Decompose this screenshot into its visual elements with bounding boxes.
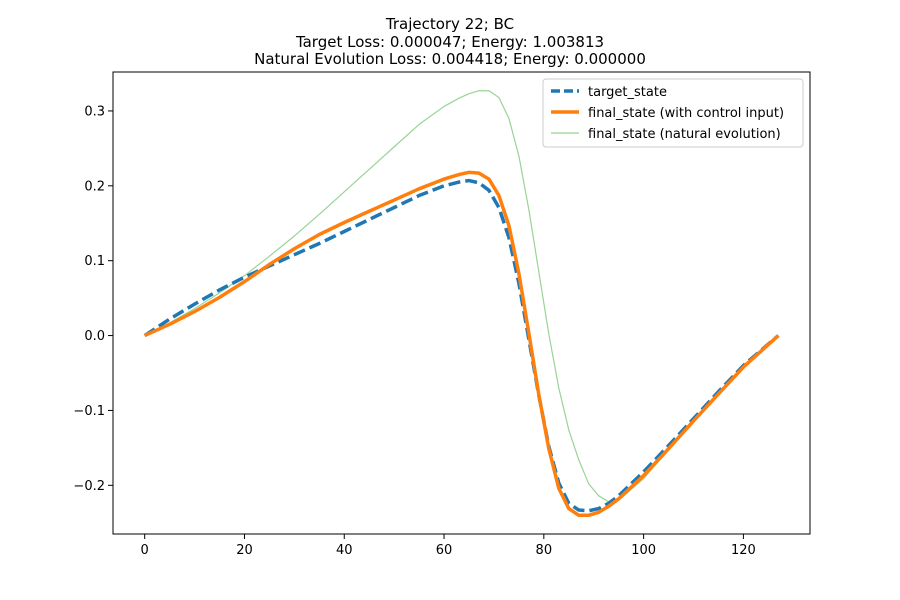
y-tick-label: 0.1 (84, 254, 105, 269)
x-tick-label: 120 (731, 543, 756, 558)
x-axis: 0 20 40 60 80 100 120 (141, 534, 756, 558)
series-line-final-state-natural-evolution (144, 90, 779, 503)
title-line-1: Trajectory 22; BC (385, 15, 514, 33)
x-tick-label: 0 (141, 543, 149, 558)
y-tick-label: 0.2 (84, 179, 105, 194)
y-axis: −0.2 −0.1 0.0 0.1 0.2 0.3 (73, 104, 113, 494)
legend-label-final-state-natural: final_state (natural evolution) (588, 127, 781, 142)
chart-title: Trajectory 22; BC Target Loss: 0.000047;… (254, 15, 646, 68)
x-tick-label: 20 (236, 543, 253, 558)
x-tick-label: 40 (336, 543, 353, 558)
y-tick-label: −0.1 (73, 404, 105, 419)
legend-label-final-state-control: final_state (with control input) (588, 106, 784, 121)
series-layer (143, 90, 780, 518)
legend: target_state final_state (with control i… (542, 78, 804, 148)
series-line-target-state (143, 178, 780, 513)
y-tick-label: 0.0 (84, 329, 105, 344)
y-tick-label: 0.3 (84, 104, 105, 119)
y-tick-label: −0.2 (73, 479, 105, 494)
x-tick-label: 100 (631, 543, 656, 558)
x-tick-label: 80 (536, 543, 553, 558)
plot-frame (112, 71, 811, 535)
x-tick-label: 60 (436, 543, 453, 558)
title-line-2: Target Loss: 0.000047; Energy: 1.003813 (295, 33, 604, 51)
series-line-final-state-with-control-input (143, 170, 780, 518)
legend-frame (542, 78, 804, 148)
title-line-3: Natural Evolution Loss: 0.004418; Energy… (254, 50, 646, 68)
legend-label-target-state: target_state (588, 85, 667, 100)
